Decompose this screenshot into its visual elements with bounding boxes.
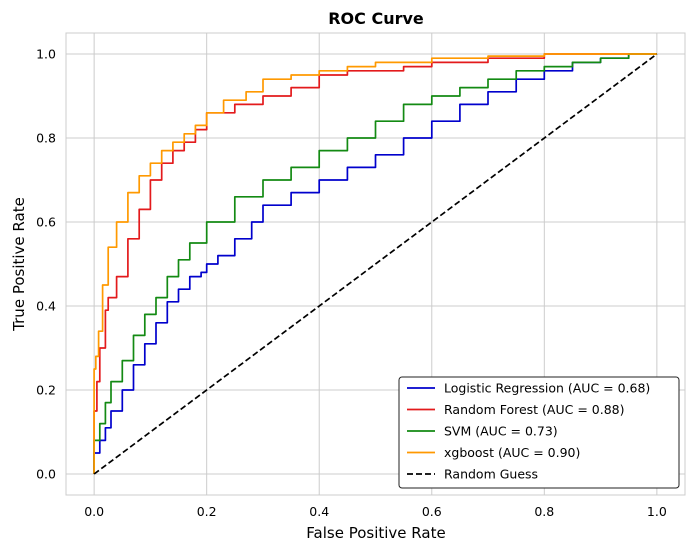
tick-labels: 0.0 0.2 0.4 0.6 0.8 1.0 0.0 0.2 0.4 0.6 0.8 1.0	[36, 47, 667, 520]
x-tick-label: 0.4	[309, 504, 329, 519]
grid	[66, 33, 685, 495]
series-line-0	[93, 53, 657, 474]
y-tick-label: 1.0	[36, 47, 56, 62]
y-tick-label: 0.8	[36, 131, 56, 146]
legend-entry: Random Guess	[444, 467, 538, 482]
series-line-4	[93, 53, 658, 475]
y-tick-label: 0.2	[36, 383, 56, 398]
y-tick-label: 0.4	[36, 299, 56, 314]
x-tick-label: 0.8	[534, 504, 554, 519]
x-tick-label: 1.0	[647, 504, 667, 519]
legend-box	[398, 376, 680, 489]
plot-area	[93, 53, 658, 475]
y-axis-label: True Positive Rate	[10, 197, 28, 332]
legend-entry: Random Forest (AUC = 0.88)	[444, 402, 625, 417]
legend-entry: xgboost (AUC = 0.90)	[444, 445, 580, 460]
series-line-3	[93, 53, 657, 474]
x-axis-label: False Positive Rate	[306, 524, 445, 542]
legend: Logistic Regression (AUC = 0.68) Random F…	[398, 376, 680, 489]
y-tick-label: 0.6	[36, 215, 56, 230]
series-line-2	[93, 53, 657, 474]
legend-entry: Logistic Regression (AUC = 0.68)	[444, 381, 650, 396]
x-tick-label: 0.2	[197, 504, 217, 519]
plot-frame	[65, 32, 686, 496]
x-tick-label: 0.0	[84, 504, 104, 519]
series-line-1	[93, 53, 657, 474]
legend-entry: SVM (AUC = 0.73)	[444, 424, 558, 439]
chart-title: ROC Curve	[328, 9, 424, 28]
y-tick-label: 0.0	[36, 467, 56, 482]
x-tick-label: 0.6	[422, 504, 442, 519]
